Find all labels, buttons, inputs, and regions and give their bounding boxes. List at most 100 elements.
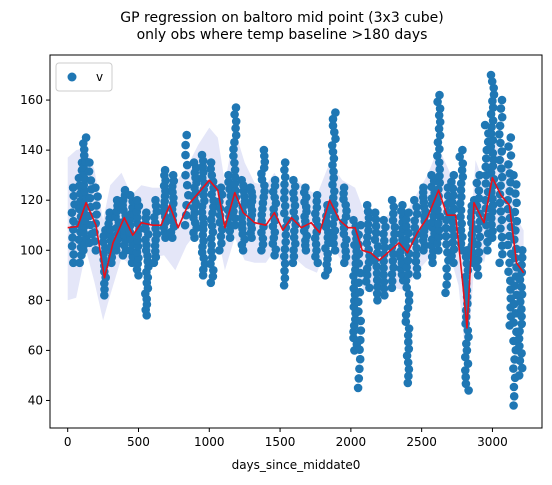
- scatter-point: [281, 230, 291, 240]
- scatter-point: [489, 90, 499, 99]
- scatter-point: [473, 224, 483, 234]
- scatter-point: [328, 147, 338, 157]
- scatter-point: [328, 121, 338, 130]
- scatter-point: [517, 349, 526, 358]
- scatter-point: [456, 225, 466, 235]
- scatter-point: [503, 240, 513, 250]
- scatter-point: [461, 272, 470, 282]
- scatter-point: [495, 121, 505, 131]
- scatter-point: [481, 154, 491, 163]
- scatter-point: [389, 209, 398, 218]
- scatter-point: [328, 180, 337, 189]
- scatter-point: [498, 249, 507, 259]
- scatter-point: [230, 172, 240, 182]
- scatter-point: [331, 108, 340, 117]
- scatter-point: [488, 226, 497, 236]
- scatter-point: [246, 183, 255, 192]
- scatter-point: [517, 312, 526, 321]
- scatter-point: [419, 183, 428, 192]
- scatter-point: [280, 273, 290, 283]
- scatter-point: [371, 215, 381, 224]
- scatter-point: [372, 289, 382, 298]
- scatter-point: [448, 184, 458, 193]
- scatter-point: [257, 216, 267, 226]
- scatter-point: [168, 170, 178, 180]
- scatter-point: [412, 209, 422, 219]
- scatter-point: [356, 220, 366, 230]
- scatter-point: [448, 238, 458, 247]
- scatter-point: [388, 216, 398, 225]
- scatter-point: [447, 197, 457, 207]
- scatter-point: [404, 269, 413, 279]
- scatter-point: [282, 216, 292, 225]
- scatter-point: [189, 158, 199, 167]
- scatter-point: [510, 207, 520, 217]
- scatter-point: [289, 233, 299, 242]
- y-tick-label: 120: [20, 193, 43, 207]
- scatter-point: [488, 135, 498, 145]
- scatter-point: [291, 220, 300, 229]
- scatter-point: [497, 215, 507, 225]
- scatter-point: [280, 180, 289, 189]
- scatter-point: [443, 272, 452, 281]
- scatter-point: [355, 364, 364, 374]
- scatter-point: [181, 140, 190, 150]
- scatter-point: [462, 259, 472, 268]
- scatter-point: [457, 219, 467, 228]
- scatter-point: [441, 223, 451, 233]
- scatter-point: [458, 172, 468, 182]
- scatter-point: [402, 235, 411, 245]
- scatter-point: [356, 316, 366, 326]
- scatter-point: [389, 249, 398, 259]
- scatter-point: [86, 176, 96, 185]
- scatter-point: [379, 215, 389, 225]
- scatter-point: [515, 356, 525, 366]
- plot-frame: [49, 54, 543, 429]
- scatter-point: [504, 160, 513, 169]
- scatter-point: [401, 310, 411, 320]
- scatter-point: [448, 224, 457, 234]
- scatter-point: [488, 116, 498, 125]
- scatter-point: [449, 231, 459, 241]
- scatter-point: [301, 183, 310, 192]
- scatter-point: [230, 137, 239, 147]
- scatter-point: [230, 110, 239, 119]
- scatter-point: [512, 198, 521, 208]
- scatter-point: [463, 359, 473, 369]
- scatter-point: [329, 167, 338, 176]
- scatter-point: [404, 324, 414, 333]
- scatter-point: [433, 198, 442, 208]
- scatter-point: [515, 341, 524, 351]
- scatter-point: [329, 193, 338, 203]
- scatter-point: [330, 226, 340, 235]
- scatter-point: [380, 291, 389, 300]
- scatter-point: [435, 178, 445, 188]
- scatter-point: [509, 318, 518, 327]
- scatter-point: [495, 130, 504, 139]
- scatter-point: [379, 277, 389, 287]
- scatter-point: [364, 226, 373, 235]
- scatter-point: [280, 208, 289, 218]
- scatter-point: [488, 161, 498, 171]
- scatter-point: [91, 183, 100, 192]
- scatter-point: [217, 239, 226, 248]
- scatter-point: [280, 244, 290, 254]
- scatter-point: [281, 237, 291, 247]
- scatter-point: [85, 193, 95, 203]
- scatter-point: [449, 170, 459, 180]
- scatter-point: [331, 134, 340, 144]
- scatter-point: [132, 195, 142, 205]
- scatter-point: [353, 383, 363, 393]
- x-tick-label: 1500: [265, 435, 296, 449]
- scatter-point: [279, 252, 289, 261]
- y-tick-label: 160: [20, 93, 43, 107]
- scatter-point: [329, 173, 339, 183]
- scatter-point: [182, 160, 192, 170]
- scatter-point: [449, 258, 458, 268]
- scatter-point: [92, 210, 101, 219]
- scatter-point: [488, 96, 497, 106]
- scatter-point: [496, 207, 506, 216]
- scatter-point: [433, 138, 443, 147]
- scatter-point: [230, 158, 239, 168]
- scatter-point: [435, 165, 445, 174]
